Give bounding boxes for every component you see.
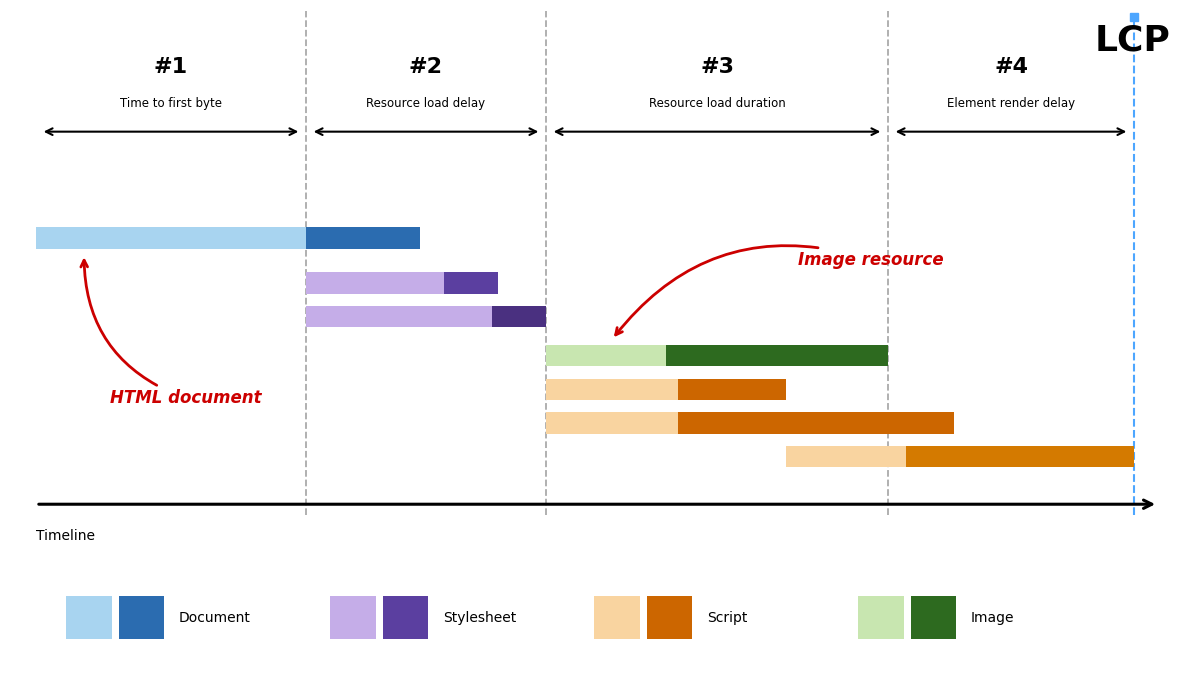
- Text: Image resource: Image resource: [616, 246, 943, 335]
- Bar: [36, 227, 306, 249]
- Bar: [492, 306, 546, 327]
- Text: Document: Document: [179, 611, 251, 624]
- Text: #1: #1: [154, 57, 188, 77]
- Bar: [546, 345, 666, 367]
- Bar: [306, 272, 444, 294]
- Bar: [678, 412, 954, 433]
- Text: LCP: LCP: [1094, 24, 1170, 57]
- Text: Resource load duration: Resource load duration: [649, 97, 785, 110]
- Bar: [119, 596, 164, 639]
- Text: #2: #2: [409, 57, 443, 77]
- Text: #4: #4: [994, 57, 1028, 77]
- Bar: [546, 412, 678, 433]
- Bar: [444, 272, 498, 294]
- Bar: [546, 379, 678, 400]
- Bar: [330, 596, 376, 639]
- Text: Stylesheet: Stylesheet: [443, 611, 516, 624]
- Text: Image: Image: [971, 611, 1014, 624]
- Bar: [666, 345, 888, 367]
- Bar: [911, 596, 956, 639]
- Bar: [594, 596, 640, 639]
- Bar: [678, 379, 786, 400]
- Text: #3: #3: [700, 57, 734, 77]
- Bar: [306, 306, 492, 327]
- Text: HTML document: HTML document: [80, 261, 262, 408]
- Bar: [383, 596, 428, 639]
- Bar: [786, 446, 906, 467]
- Bar: [647, 596, 692, 639]
- Text: Time to first byte: Time to first byte: [120, 97, 222, 110]
- Bar: [906, 446, 1134, 467]
- Text: Resource load delay: Resource load delay: [366, 97, 486, 110]
- Bar: [66, 596, 112, 639]
- Bar: [858, 596, 904, 639]
- Bar: [306, 227, 420, 249]
- Text: Script: Script: [707, 611, 748, 624]
- Text: Element render delay: Element render delay: [947, 97, 1075, 110]
- Text: Timeline: Timeline: [36, 529, 95, 543]
